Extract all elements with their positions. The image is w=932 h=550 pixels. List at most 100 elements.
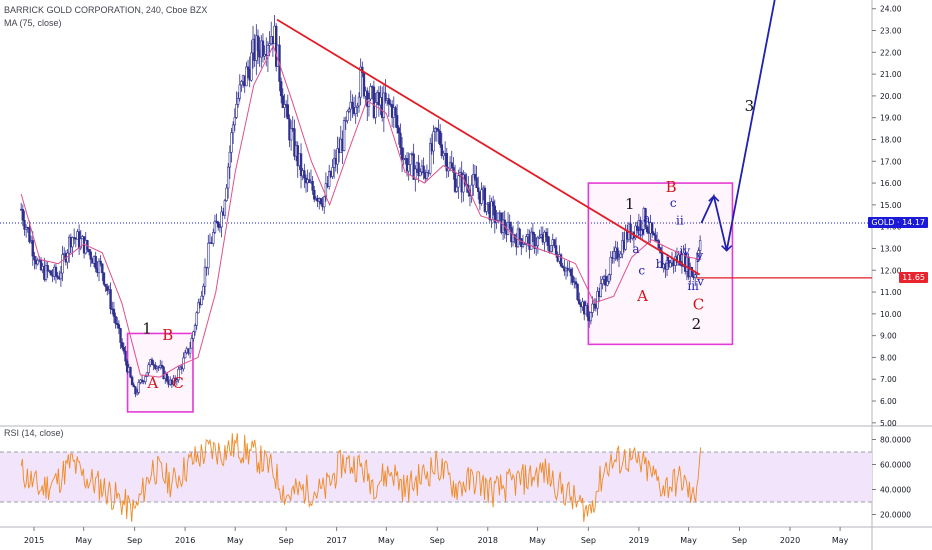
candle-body bbox=[342, 120, 346, 151]
candle-body bbox=[604, 275, 607, 286]
candle-body bbox=[23, 220, 26, 230]
candle-body bbox=[49, 270, 53, 276]
candle-body bbox=[71, 237, 74, 248]
candle-body bbox=[490, 201, 493, 221]
candle-body bbox=[245, 66, 248, 87]
wave-label-wa2-2019: a bbox=[632, 242, 639, 256]
candle-body bbox=[589, 312, 593, 322]
gold-tag-value: 14.17 bbox=[902, 217, 925, 227]
candle-body bbox=[236, 98, 240, 105]
candle-body bbox=[162, 366, 165, 379]
gold-price-tag: GOLD · 14.17 bbox=[868, 216, 928, 228]
projection-arrowhead bbox=[708, 195, 720, 202]
candle-body bbox=[36, 259, 39, 265]
candle-body bbox=[571, 275, 574, 283]
candle-body bbox=[422, 165, 425, 174]
candle-body bbox=[521, 244, 525, 247]
price-tick-label: 23.00 bbox=[880, 27, 902, 36]
candle-body bbox=[609, 256, 612, 276]
wave-label-wii-2019: ii bbox=[676, 213, 684, 227]
candle-body bbox=[518, 228, 521, 240]
candle-body bbox=[549, 245, 553, 252]
candle-body bbox=[327, 170, 331, 187]
wave-label-w1-2015: 1 bbox=[142, 319, 152, 337]
price-tick-label: 22.00 bbox=[880, 48, 902, 57]
wave-label-wc2-2019: c bbox=[638, 264, 645, 278]
rsi-legend: RSI (14, close) bbox=[4, 428, 64, 438]
candle-body bbox=[429, 143, 432, 174]
candle-body bbox=[576, 283, 579, 301]
candle-body bbox=[102, 272, 106, 285]
candle-body bbox=[109, 289, 112, 310]
candle-body bbox=[419, 171, 422, 177]
candle-body bbox=[531, 231, 535, 235]
wave-box-1 bbox=[126, 332, 194, 413]
candle-body bbox=[440, 144, 444, 157]
candle-body bbox=[104, 283, 107, 287]
price-tick-label: 19.00 bbox=[880, 114, 902, 123]
candle-body bbox=[46, 265, 49, 272]
candle-body bbox=[586, 305, 589, 317]
candle-body bbox=[129, 367, 132, 378]
time-tick-label: 2018 bbox=[478, 536, 498, 545]
time-tick-label: 2020 bbox=[780, 536, 800, 545]
candle-body bbox=[491, 201, 495, 207]
time-tick-label: May bbox=[227, 536, 244, 545]
candle-body bbox=[382, 92, 386, 118]
candle-body bbox=[356, 105, 359, 108]
price-tick-label: 18.00 bbox=[880, 135, 902, 144]
candle-body bbox=[645, 226, 649, 233]
candle-body bbox=[496, 212, 500, 221]
candle-body bbox=[120, 342, 124, 348]
candle-body bbox=[279, 81, 283, 97]
candle-body bbox=[347, 108, 351, 112]
candle-body bbox=[538, 236, 541, 239]
wave-label-wb2-2019: b bbox=[656, 257, 664, 271]
time-tick-label: May bbox=[75, 536, 92, 545]
price-axis: 5.00 6.00 7.00 8.00 9.00 10.00 11.00 12.00 13.00… bbox=[872, 5, 902, 428]
candle-body bbox=[119, 328, 122, 343]
wave-box-2 bbox=[587, 182, 734, 346]
symbol-title: BARRICK GOLD CORPORATION, 240, Cboe BZX bbox=[4, 5, 208, 15]
candle-body bbox=[200, 295, 203, 305]
candle-body bbox=[607, 274, 611, 282]
candle-body bbox=[235, 104, 238, 118]
candle-body bbox=[559, 254, 563, 267]
wave-label-wc-2019: c bbox=[670, 196, 677, 210]
candle-body bbox=[695, 259, 699, 275]
time-tick-label: 2015 bbox=[24, 536, 44, 545]
candle-body bbox=[374, 102, 377, 118]
candle-body bbox=[188, 347, 192, 354]
candle-body bbox=[44, 265, 48, 280]
candle-body bbox=[117, 324, 121, 329]
candle-body bbox=[225, 187, 228, 201]
candle-body bbox=[323, 196, 326, 208]
candle-body bbox=[485, 203, 488, 212]
candle-body bbox=[472, 174, 475, 186]
level-tag-value: 11.65 bbox=[902, 272, 925, 282]
price-tick-label: 20.00 bbox=[880, 92, 902, 101]
price-tick-label: 7.00 bbox=[880, 375, 897, 384]
candle-body bbox=[433, 127, 437, 133]
candle-body bbox=[140, 379, 144, 382]
candle-body bbox=[654, 234, 657, 241]
candle-body bbox=[473, 174, 477, 179]
trendline bbox=[276, 18, 701, 276]
price-tick-label: 12.00 bbox=[880, 266, 902, 275]
gold-tag-separator: · bbox=[897, 217, 903, 227]
wave-label-wC-2019: C bbox=[693, 295, 704, 313]
candle-body bbox=[397, 127, 400, 134]
candle-body bbox=[457, 175, 460, 188]
time-tick-label: Sep bbox=[732, 536, 747, 545]
level-price-tag: 11.65 bbox=[899, 271, 928, 283]
candle-body bbox=[400, 147, 404, 161]
candle-body bbox=[452, 167, 455, 173]
candle-body bbox=[283, 104, 286, 108]
rsi-tick-label: 60.0000 bbox=[880, 461, 911, 470]
wave-label-wy-2019: y bbox=[695, 248, 703, 262]
candle-body bbox=[250, 52, 253, 81]
candle-body bbox=[336, 148, 339, 165]
candle-body bbox=[56, 275, 59, 278]
